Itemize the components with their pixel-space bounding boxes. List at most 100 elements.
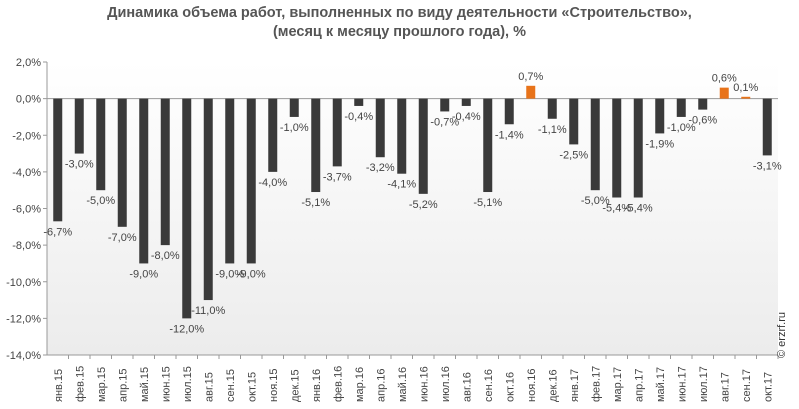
data-label: -9,0% [237,268,266,280]
data-label: -2,5% [559,149,588,161]
y-tick-label: -12,0% [6,313,41,325]
bar [461,98,471,106]
bar [719,87,729,99]
data-label: -3,1% [753,160,782,172]
chart-title-block: Динамика объема работ, выполненных по ви… [0,4,799,42]
bar [569,98,579,145]
x-tick-label: окт.16 [504,372,516,402]
x-tick-label: окт.17 [762,372,774,402]
data-label: -0,4% [452,111,481,123]
x-tick-label: июн.15 [160,366,172,402]
bar [375,98,385,158]
x-tick-label: мар.15 [96,367,108,402]
x-tick-label: ноя.16 [526,369,538,402]
data-label: -9,0% [215,268,244,280]
y-tick-label: -10,0% [6,277,41,289]
bar [96,98,106,191]
x-tick-label: авг.15 [203,372,215,402]
bar [225,98,235,264]
data-label: -8,0% [151,250,180,262]
bar [160,98,170,246]
data-label: -5,1% [473,197,502,209]
bar [139,98,149,264]
bar [633,98,643,198]
bar [246,98,256,264]
x-tick-label: фев.17 [590,366,602,402]
x-tick-label: мар.16 [354,367,366,402]
x-tick-label: дек.16 [547,369,559,402]
bar [289,98,299,117]
x-tick-label: июл.16 [440,366,452,402]
bar [440,98,450,112]
data-label: -5,4% [602,203,631,215]
data-label: -1,9% [645,138,674,150]
y-tick-label: -4,0% [12,167,41,179]
bar [182,98,192,319]
x-tick-label: июн.17 [676,366,688,402]
x-tick-label: сен.16 [483,369,495,402]
data-label: -3,0% [65,159,94,171]
data-label: -5,0% [581,195,610,207]
y-tick-label: 2,0% [16,57,41,69]
data-label: -5,1% [301,197,330,209]
data-label: -3,7% [323,171,352,183]
data-label: -1,1% [538,124,567,136]
watermark: © erzrf.ru [776,312,788,358]
x-tick-label: июл.15 [182,366,194,402]
y-tick-label: -14,0% [6,350,41,362]
data-label: -4,0% [258,177,287,189]
data-label: -5,4% [624,203,653,215]
data-label: -9,0% [129,268,158,280]
bar [354,98,364,106]
data-label: -0,6% [688,115,717,127]
data-label: -0,4% [344,111,373,123]
x-tick-label: янв.15 [53,369,65,402]
x-tick-label: июн.16 [418,366,430,402]
data-label: 0,1% [733,82,758,94]
data-label: -11,0% [191,305,225,317]
data-label: -6,7% [43,226,72,238]
chart-subtitle: (месяц к месяцу прошлого года), % [272,24,527,40]
data-label: -5,2% [409,199,438,211]
data-label: -1,4% [495,129,524,141]
bar [526,85,536,99]
data-label: -12,0% [169,323,204,335]
bar [590,98,600,191]
data-labels: -6,7% -3,0% -5,0% -7,0% -9,0% -8,0% -12,0% -11,… [43,71,781,336]
x-tick-label: ноя.15 [268,369,280,402]
x-tick-label: сен.17 [741,369,753,402]
bar [741,96,751,99]
bar [676,98,686,117]
x-tick-label: фев.16 [332,366,344,402]
bar [655,98,665,134]
bar [547,98,557,119]
bar [698,98,708,110]
data-label: -7,0% [108,232,137,244]
x-tick-label: окт.15 [246,372,258,402]
bar [117,98,127,227]
data-label: -1,0% [280,122,309,134]
watermark-text: © erzrf.ru [776,312,788,358]
x-tick-label: авг.16 [461,372,473,402]
x-tick-label: дек.15 [289,369,301,402]
bar [418,98,428,194]
y-tick-label: -8,0% [12,240,41,252]
bar [762,98,772,156]
bar [504,98,514,125]
x-tick-label: янв.16 [311,369,323,402]
bar [483,98,493,193]
y-axis: 2,0% 0,0% -2,0% -4,0% -6,0% -8,0% -10,0% -12,0%… [6,57,48,362]
bar [53,98,63,222]
x-tick-label: авг.17 [719,372,731,402]
bar [203,98,213,301]
data-label: -3,2% [366,162,395,174]
bar [397,98,407,174]
data-label: 0,6% [712,73,737,85]
data-label: 0,7% [518,71,543,83]
x-tick-label: апр.16 [375,369,387,402]
x-tick-label: апр.17 [633,369,645,402]
x-tick-label: май.16 [397,367,409,402]
x-tick-label: апр.15 [117,369,129,402]
y-tick-label: 0,0% [16,94,41,106]
